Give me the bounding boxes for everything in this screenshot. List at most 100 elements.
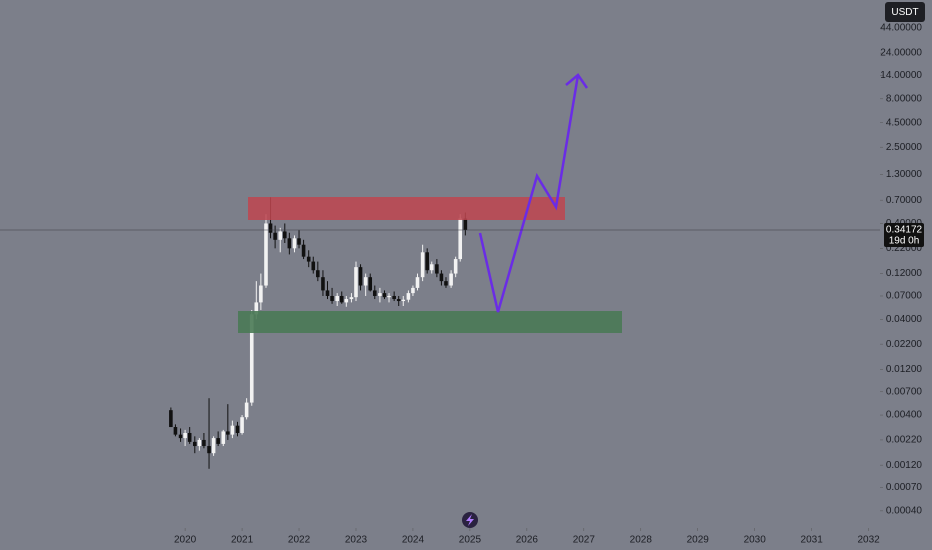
candle-body — [187, 432, 192, 442]
candle-body — [354, 267, 358, 298]
y-tick-label: 4.50000 — [886, 117, 923, 128]
logo-bolt — [466, 514, 474, 526]
x-tick-label: 2025 — [459, 535, 482, 546]
candle-body — [192, 441, 197, 447]
candle-body — [306, 256, 311, 262]
candle-body — [458, 218, 463, 260]
y-tick-label: 0.00120 — [886, 460, 923, 471]
candle-body — [183, 432, 187, 439]
candle-body — [221, 431, 226, 444]
candle-body — [278, 231, 283, 240]
candle-body — [429, 264, 434, 271]
support-zone — [238, 311, 622, 333]
y-tick-label: 0.00220 — [886, 435, 923, 446]
candle-body — [226, 431, 230, 435]
currency-label: USDT — [891, 7, 918, 18]
x-tick-label: 2024 — [402, 535, 425, 546]
currency-box[interactable] — [885, 2, 925, 22]
x-tick-label: 2031 — [801, 535, 824, 546]
candle-body — [453, 259, 458, 274]
candle-body — [297, 238, 301, 245]
y-tick-label: 0.04000 — [886, 314, 923, 325]
candle-body — [401, 299, 406, 302]
candle-body — [382, 293, 387, 298]
candle-body — [202, 439, 206, 447]
projection-path — [478, 74, 580, 313]
candle-body — [378, 293, 382, 296]
y-tick-label: 0.01200 — [886, 364, 923, 375]
y-tick-label: 0.00700 — [886, 386, 923, 397]
y-tick-label: 0.07000 — [886, 291, 923, 302]
x-tick-label: 2032 — [857, 535, 880, 546]
y-tick-label: 24.00000 — [880, 48, 922, 59]
x-tick-label: 2023 — [345, 535, 368, 546]
candle-body — [216, 438, 220, 444]
candle-body — [254, 302, 259, 315]
candle-body — [335, 295, 339, 302]
candle-body — [282, 231, 287, 239]
y-tick-label: 0.00040 — [886, 506, 923, 517]
y-tick-label: 0.22000 — [886, 243, 923, 254]
x-tick-label: 2021 — [231, 535, 254, 546]
candle-body — [207, 446, 211, 454]
candle-body — [406, 293, 411, 300]
candle-body — [396, 299, 401, 302]
y-tick-label: 44.00000 — [880, 23, 922, 34]
candle-body — [268, 223, 273, 233]
x-tick-label: 2020 — [174, 535, 197, 546]
candle-body — [449, 273, 453, 286]
candle-body — [240, 417, 244, 433]
candle-body — [316, 270, 320, 278]
candle-body — [273, 232, 277, 240]
last-price-label: 0.34172 — [886, 225, 923, 236]
candle-body — [344, 299, 349, 303]
candle-body — [363, 277, 368, 286]
resistance-zone — [248, 197, 565, 220]
y-tick-label: 0.12000 — [886, 268, 923, 279]
plot-area: 44.00000 24.00000 14.00000 8.00000 4.50000 2.… — [169, 23, 922, 546]
y-tick-label: 0.00070 — [886, 482, 923, 493]
candle-body — [264, 223, 268, 286]
x-tick-label: 2029 — [687, 535, 710, 546]
candle-body — [411, 287, 415, 294]
candle-body — [259, 285, 263, 303]
y-tick-label: 0.00400 — [886, 410, 923, 421]
candle-body — [325, 290, 330, 296]
candle-body — [301, 244, 306, 257]
candle-body — [169, 410, 173, 428]
y-tick-label: 8.00000 — [886, 93, 923, 104]
candle-body — [444, 281, 448, 286]
candle-body — [321, 277, 325, 291]
candle-body — [358, 267, 363, 286]
candle-body — [349, 297, 354, 300]
x-tick-label: 2026 — [516, 535, 539, 546]
candle-body — [415, 277, 420, 288]
x-tick-label: 2030 — [744, 535, 767, 546]
last-price-box — [884, 223, 924, 248]
candle-body — [463, 218, 468, 231]
candle-body — [292, 238, 297, 249]
candle-body — [439, 273, 444, 282]
x-tick-label: 2022 — [288, 535, 311, 546]
candle-body — [435, 264, 439, 274]
candle-body — [330, 295, 334, 302]
candle-body — [425, 252, 429, 271]
candle-body — [173, 427, 178, 435]
candle-body — [211, 438, 216, 454]
countdown-label: 19d 0h — [889, 236, 920, 247]
projection-arrowhead — [565, 73, 589, 89]
candle-body — [230, 425, 235, 435]
y-tick-label: 14.00000 — [880, 70, 922, 81]
candle-body — [372, 290, 377, 296]
candle-body — [392, 295, 396, 300]
x-tick-label: 2028 — [630, 535, 653, 546]
y-tick-label: 0.70000 — [886, 195, 923, 206]
candle-body — [287, 238, 292, 249]
candle-body — [235, 425, 240, 433]
x-tick-label: 2027 — [573, 535, 596, 546]
y-tick-label: 0.02200 — [886, 339, 923, 350]
candle-body — [339, 295, 344, 303]
candle-body — [178, 434, 183, 439]
